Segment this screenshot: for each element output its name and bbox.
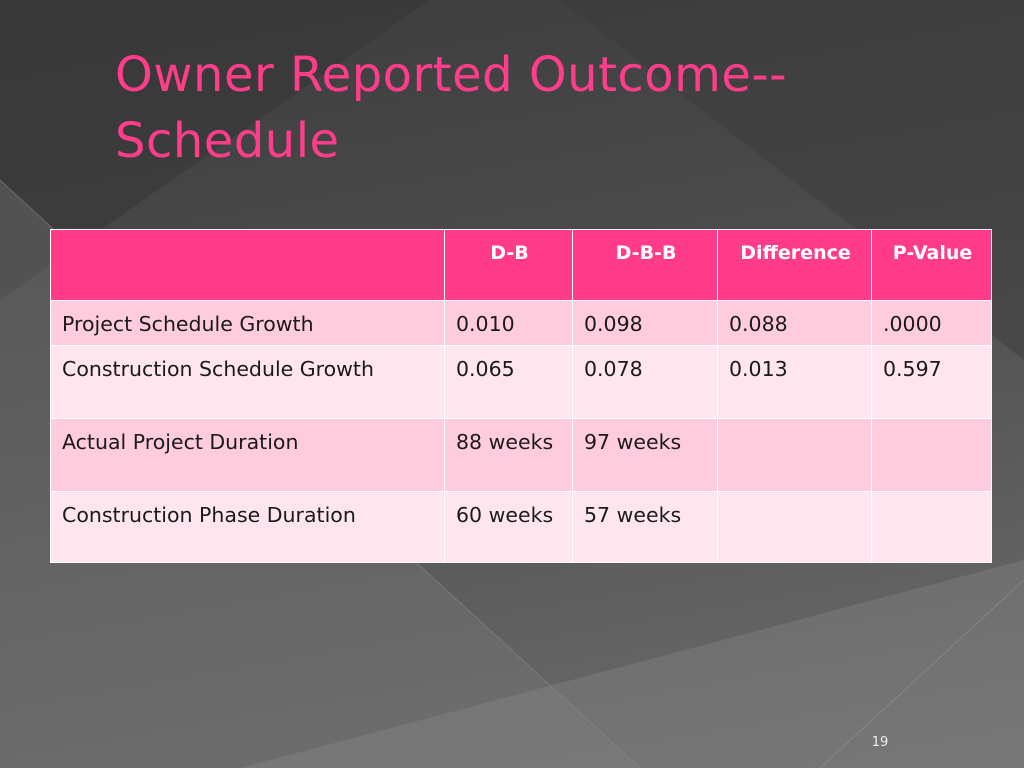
cell-difference xyxy=(717,491,872,563)
row-label: Project Schedule Growth xyxy=(50,300,445,346)
cell-db: 0.065 xyxy=(444,345,573,419)
cell-dbb: 0.098 xyxy=(572,300,718,346)
cell-dbb: 97 weeks xyxy=(572,418,718,492)
header-cell-db: D-B xyxy=(444,229,573,301)
cell-difference: 0.088 xyxy=(717,300,872,346)
slide-number: 19 xyxy=(871,735,889,750)
cell-difference: 0.013 xyxy=(717,345,872,419)
row-label: Construction Phase Duration xyxy=(50,491,445,563)
table-row: Construction Schedule Growth 0.065 0.078… xyxy=(50,345,992,419)
cell-p-value xyxy=(871,491,992,563)
table-row: Actual Project Duration 88 weeks 97 week… xyxy=(50,418,992,492)
cell-p-value: 0.597 xyxy=(871,345,992,419)
header-cell-blank xyxy=(50,229,445,301)
row-label: Actual Project Duration xyxy=(50,418,445,492)
cell-db: 60 weeks xyxy=(444,491,573,563)
cell-db: 88 weeks xyxy=(444,418,573,492)
cell-db: 0.010 xyxy=(444,300,573,346)
schedule-table-container: D-B D-B-B Difference P-Value Project Sch… xyxy=(50,229,992,563)
header-cell-dbb: D-B-B xyxy=(572,229,718,301)
header-cell-difference: Difference xyxy=(717,229,872,301)
cell-p-value xyxy=(871,418,992,492)
table-row: Project Schedule Growth 0.010 0.098 0.08… xyxy=(50,300,992,346)
schedule-outcome-table: D-B D-B-B Difference P-Value Project Sch… xyxy=(50,229,992,563)
slide-title: Owner Reported Outcome--Schedule xyxy=(115,47,788,169)
table-row: Construction Phase Duration 60 weeks 57 … xyxy=(50,491,992,563)
header-cell-p-value: P-Value xyxy=(871,229,992,301)
table-header-row: D-B D-B-B Difference P-Value xyxy=(50,229,992,301)
row-label: Construction Schedule Growth xyxy=(50,345,445,419)
cell-dbb: 57 weeks xyxy=(572,491,718,563)
cell-p-value: .0000 xyxy=(871,300,992,346)
cell-dbb: 0.078 xyxy=(572,345,718,419)
cell-difference xyxy=(717,418,872,492)
